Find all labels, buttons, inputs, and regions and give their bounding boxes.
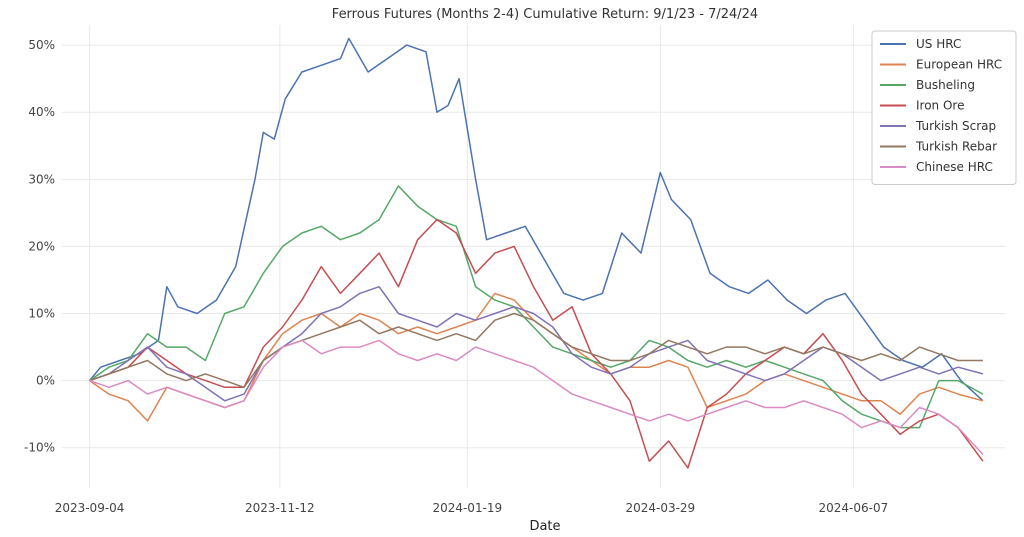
x-axis: 2023-09-04 2023-11-12 2024-01-19 2024-03-29… [55,501,889,515]
y-tick-label: 10% [28,307,55,321]
legend-label: Chinese HRC [916,160,993,174]
y-tick-label: 20% [28,239,55,253]
y-tick-label: -10% [24,441,55,455]
series-lines [89,37,984,469]
legend-label: Turkish Scrap [915,119,996,133]
y-tick-label: 0% [36,374,55,388]
legend-label: Iron Ore [916,99,964,113]
legend-label: Turkish Rebar [915,140,997,154]
x-tick-label: 2023-11-12 [245,501,315,515]
y-tick-label: 50% [28,38,55,52]
series-line-us-hrc [89,37,984,402]
legend-box [871,30,1017,185]
series-line-chinese-hrc [89,339,984,455]
grid [62,25,1005,488]
legend: US HRC European HRC Busheling Iron Ore Turki… [871,30,1017,185]
legend-label: Busheling [916,78,975,92]
legend-label: US HRC [916,37,961,51]
x-tick-label: 2023-09-04 [55,501,125,515]
series-line-turkish-scrap [89,285,984,402]
y-tick-label: 40% [28,105,55,119]
series-line-turkish-rebar [89,312,983,389]
x-tick-label: 2024-06-07 [818,501,888,515]
y-tick-label: 30% [28,172,55,186]
x-tick-label: 2024-03-29 [625,501,695,515]
series-line-iron-ore [89,218,984,469]
chart-title: Ferrous Futures (Months 2-4) Cumulative … [332,7,758,22]
series-line-european-hrc [89,292,984,422]
y-axis: -10% 0% 10% 20% 30% 40% 50% [24,38,55,455]
legend-label: European HRC [916,58,1002,72]
x-axis-label: Date [529,519,560,534]
x-tick-label: 2024-01-19 [432,501,502,515]
series-line-busheling [89,185,984,429]
